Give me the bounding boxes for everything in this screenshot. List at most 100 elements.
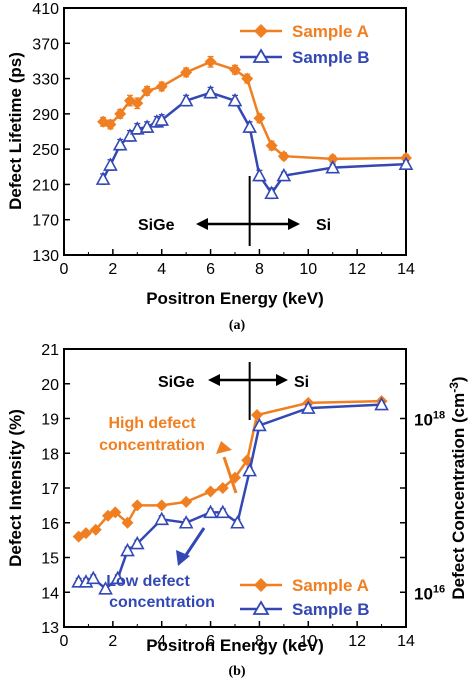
chart-b-y-tick-label: 19 (41, 412, 59, 429)
chart-b-x-axis-label: Positron Energy (keV) (146, 636, 324, 655)
chart-b-caption: (b) (228, 664, 245, 679)
chart-a-point-a (155, 80, 168, 93)
chart-a-point-a (229, 63, 241, 76)
chart-a-x-tick-label: 4 (157, 261, 166, 278)
chart-b-point-a (216, 482, 229, 494)
chart-b-annotation-high-arrow (222, 456, 238, 494)
chart-a-plot-frame (63, 7, 407, 256)
chart-b-right-tick-label: 1018 (414, 410, 445, 430)
chart-b-annotation-high-line2: concentration (99, 437, 205, 454)
chart-a-y-tick-label: 170 (32, 213, 59, 230)
chart-a-y-tick-label: 410 (32, 1, 59, 18)
chart-a-point-b (122, 128, 138, 142)
chart-a-series-a-line (102, 60, 407, 161)
chart-b-point-a (89, 523, 102, 536)
chart-a-legend-triangle-icon (252, 48, 270, 63)
chart-b-point-a (121, 516, 134, 529)
chart-b-point-a (109, 506, 122, 519)
chart-a-point-b (264, 185, 279, 200)
chart-b-annotation-high: High defect concentration (99, 415, 238, 494)
chart-a-legend-label-b: Sample B (292, 48, 369, 67)
chart-b-annotation-low-line1: Low defect (106, 573, 190, 590)
chart-a-point-b (252, 167, 267, 182)
chart-a-y-tick-label: 290 (32, 107, 59, 124)
chart-a-arrow-left-icon (196, 218, 208, 230)
chart-a-legend: Sample A Sample B (240, 22, 369, 67)
chart-a-region-left-label: SiGe (138, 217, 175, 234)
chart-b-right-tick-label: 1016 (414, 583, 445, 603)
chart-b-y-tick-label: 16 (41, 516, 59, 533)
chart-a-point-b (154, 112, 170, 126)
chart-b-series-b-line (78, 403, 382, 591)
chart-a-y-tick-label: 370 (32, 36, 59, 53)
chart-b-region-left-label: SiGe (158, 374, 195, 391)
chart-b-y-axis-label: Defect Intensity (%) (6, 409, 25, 567)
chart-b-point-a (79, 527, 92, 540)
chart-b-y-tick-label: 20 (41, 377, 59, 394)
chart-a-point-b (129, 121, 145, 135)
chart-a-point-a (265, 139, 278, 152)
chart-a-legend-diamond-icon (254, 24, 268, 38)
chart-a-point-a (326, 152, 339, 165)
chart-a-point-b (178, 92, 194, 107)
chart-a-point-b (103, 157, 118, 171)
chart-a: 0 2 4 6 8 10 12 14 130 170 210 250 290 330 370 410 SiGe… (6, 1, 415, 333)
chart-a-point-a (131, 97, 144, 110)
chart-b-x-tick-label: 6 (206, 633, 215, 650)
chart-a-x-tick-label: 10 (299, 261, 317, 278)
chart-a-x-tick-label: 8 (255, 261, 264, 278)
chart-b-point-a (155, 499, 168, 512)
chart-a-legend-label-a: Sample A (292, 22, 369, 41)
chart-a-x-tick-label: 0 (60, 261, 69, 278)
chart-b-x-tick-label: 12 (348, 633, 366, 650)
chart-a-point-a (277, 150, 290, 163)
chart-b: 0 2 4 6 8 10 12 14 13 14 15 16 17 18 19 20 21 SiGe Si Hi… (6, 342, 468, 679)
chart-a-point-b (95, 171, 111, 185)
chart-a-point-a (241, 72, 254, 85)
chart-b-legend-label-b: Sample B (292, 600, 369, 619)
chart-b-y-tick-label: 18 (41, 446, 59, 463)
chart-b-point-b (154, 511, 170, 526)
chart-b-x-tick-label: 4 (157, 633, 166, 650)
chart-b-right-axis-label: Defect Concentration (cm-3) (447, 376, 468, 599)
chart-b-point-b (98, 581, 113, 595)
chart-a-point-a (141, 84, 154, 97)
chart-b-x-tick-label: 8 (255, 633, 264, 650)
chart-b-point-b (215, 504, 231, 519)
chart-a-point-a (253, 112, 266, 125)
chart-b-x-tick-label: 10 (299, 633, 317, 650)
chart-b-annotation-high-line1: High defect (108, 415, 196, 432)
chart-a-point-b (203, 85, 218, 99)
chart-a-region-marker: SiGe Si (138, 176, 331, 246)
chart-b-point-a (204, 485, 217, 498)
chart-b-point-b (178, 515, 194, 529)
chart-b-y-tick-label: 21 (41, 342, 59, 359)
chart-b-y-tick-label: 13 (41, 620, 59, 637)
chart-b-arrow-right-icon (276, 374, 288, 386)
chart-b-annotation-low: Low defect concentration (106, 527, 215, 611)
chart-a-point-a (104, 118, 117, 131)
chart-b-series-a-line (78, 399, 382, 538)
chart-a-y-tick-label: 210 (32, 177, 59, 194)
chart-a-point-a (114, 107, 127, 120)
chart-a-point-a (204, 55, 217, 68)
chart-a-point-a (180, 66, 193, 79)
chart-a-region-right-label: Si (316, 217, 331, 234)
chart-a-x-tick-label: 12 (348, 261, 366, 278)
chart-b-annotation-low-line2: concentration (109, 594, 215, 611)
chart-b-point-b (110, 570, 126, 585)
chart-b-point-b (203, 504, 218, 519)
chart-b-point-b (85, 570, 101, 585)
chart-a-x-tick-label: 2 (108, 261, 117, 278)
chart-b-legend-diamond-icon (254, 578, 268, 592)
chart-b-point-b (252, 417, 267, 432)
chart-a-y-axis-label: Defect Lifetime (ps) (6, 52, 25, 210)
chart-b-region-marker: SiGe Si (158, 362, 309, 420)
chart-b-point-b (129, 535, 145, 550)
chart-b-y-tick-label: 15 (41, 551, 59, 568)
chart-a-point-b (398, 156, 414, 170)
chart-a-y-tick-label: 330 (32, 72, 59, 89)
chart-a-y-tick-label: 130 (32, 248, 59, 265)
chart-b-point-a (180, 495, 193, 508)
chart-b-point-a (250, 409, 263, 422)
